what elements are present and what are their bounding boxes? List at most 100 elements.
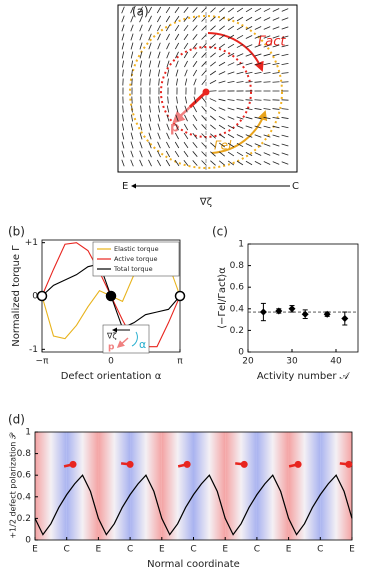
director — [139, 33, 143, 41]
director — [263, 134, 271, 138]
director — [166, 141, 170, 149]
director — [272, 72, 280, 74]
director — [166, 51, 170, 59]
y-tick-label: 0.2 — [17, 514, 31, 524]
y-axis-label: +1/2 defect polarization 𝒫 — [9, 432, 18, 539]
director — [148, 6, 152, 14]
director — [245, 26, 253, 30]
y-tick-label: -1 — [29, 345, 38, 355]
y-tick-label: 0.6 — [230, 283, 245, 293]
background-band — [66, 432, 99, 540]
director — [174, 6, 180, 14]
director — [272, 53, 280, 57]
director — [156, 15, 162, 23]
director — [165, 6, 171, 14]
director — [236, 53, 244, 57]
background-band — [193, 432, 226, 540]
background-band — [161, 432, 194, 540]
x-axis-label: Defect orientation α — [61, 371, 162, 382]
x-tick-label: C — [127, 545, 133, 555]
director — [281, 108, 289, 110]
director — [254, 125, 262, 129]
director — [192, 142, 198, 148]
inner-circle — [160, 46, 252, 138]
director — [218, 124, 226, 130]
director — [121, 150, 125, 158]
director — [254, 71, 262, 75]
director — [183, 132, 189, 140]
director — [263, 26, 271, 30]
director — [210, 133, 216, 139]
director — [131, 105, 133, 113]
director — [130, 150, 134, 158]
point — [288, 305, 296, 313]
director — [281, 17, 289, 21]
director — [227, 53, 235, 57]
director — [209, 98, 217, 102]
director — [130, 51, 134, 59]
director — [121, 33, 125, 41]
director — [157, 114, 161, 122]
director — [174, 15, 180, 23]
director — [157, 132, 161, 140]
director — [263, 53, 271, 57]
inset-label: p — [108, 343, 115, 353]
director — [272, 116, 280, 120]
director — [219, 16, 225, 22]
director — [210, 151, 216, 157]
director — [236, 107, 244, 111]
director — [157, 51, 161, 59]
director — [192, 34, 198, 40]
x-tick-label: C — [254, 545, 260, 555]
legend-label: Active torque — [114, 255, 158, 263]
director — [254, 26, 262, 30]
director — [201, 79, 207, 85]
director — [157, 42, 161, 50]
defect-head — [188, 90, 208, 109]
director — [201, 34, 207, 40]
inset-angle — [131, 331, 138, 347]
annotation: p — [170, 121, 179, 136]
director — [254, 152, 262, 156]
director — [175, 60, 179, 68]
point — [323, 310, 331, 318]
x-tick-label: C — [190, 545, 196, 555]
director — [139, 42, 143, 50]
fixed-point — [174, 290, 186, 302]
x-tick-label: C — [317, 545, 323, 555]
director — [281, 117, 289, 119]
director — [121, 6, 125, 14]
director — [183, 33, 189, 41]
director — [201, 25, 207, 31]
background-band — [256, 432, 289, 540]
director — [130, 15, 134, 23]
legend-label: Total torque — [113, 265, 153, 273]
director — [121, 24, 125, 32]
director — [121, 132, 125, 140]
director — [210, 52, 216, 58]
director — [263, 17, 271, 21]
director — [183, 150, 189, 158]
director — [131, 69, 133, 77]
director — [245, 62, 253, 66]
inset-label: ∇ζ — [106, 332, 117, 341]
point — [275, 307, 283, 315]
director — [139, 159, 143, 167]
director — [245, 107, 253, 111]
director — [245, 44, 253, 48]
x-tick-label: E — [32, 545, 38, 555]
x-tick-label: 0 — [108, 357, 114, 367]
director — [209, 61, 217, 67]
annotation: C — [292, 181, 299, 192]
director — [254, 116, 262, 120]
defect-head — [345, 460, 353, 468]
director — [272, 17, 280, 21]
director — [174, 159, 180, 167]
director — [263, 35, 271, 39]
director — [122, 60, 124, 68]
defect-head — [294, 460, 302, 468]
director — [218, 34, 226, 40]
director — [254, 161, 262, 165]
director — [272, 44, 280, 48]
